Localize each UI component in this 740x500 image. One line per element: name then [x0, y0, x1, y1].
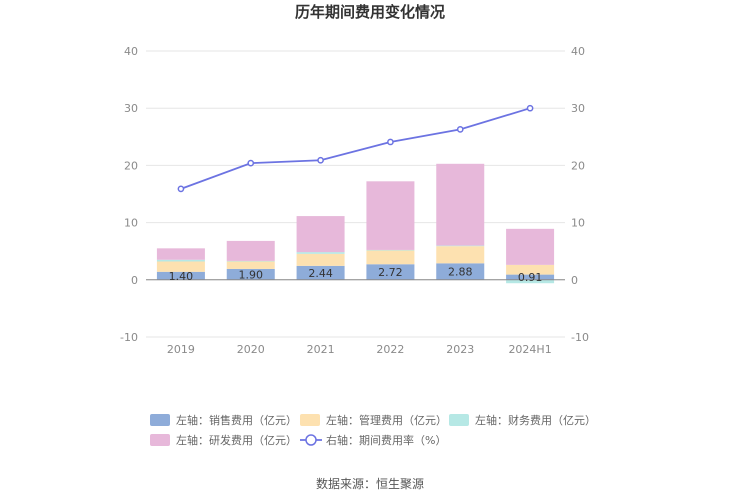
legend-swatch: [150, 434, 170, 446]
right-tick-label: 20: [571, 159, 585, 172]
bar-segment: [436, 263, 485, 280]
bar-segment: [506, 279, 555, 284]
legend-marker: [305, 434, 317, 446]
left-tick-label: 30: [124, 102, 138, 115]
left-tick-label: 40: [124, 45, 138, 58]
grid-lines: [146, 50, 565, 338]
x-tick-label: 2022: [376, 343, 404, 356]
legend-label: 右轴：期间费用率（%）: [326, 433, 446, 447]
ratio-point: [247, 159, 255, 167]
legend-label: 左轴：管理费用（亿元）: [326, 413, 447, 427]
expense-ratio-line: [177, 104, 534, 193]
bar-segment: [506, 228, 555, 265]
x-tick-label: 2021: [307, 343, 335, 356]
data-label: 1.90: [239, 268, 264, 281]
x-axis-ticks: 2019 2020 2021 2022 2023 2024H1: [167, 343, 552, 356]
right-tick-label: 0: [571, 274, 578, 287]
ratio-point: [456, 126, 464, 133]
right-tick-label: 40: [571, 45, 585, 58]
bar-segment: [436, 246, 485, 264]
data-label: 0.91: [518, 271, 543, 284]
bar-segment: [226, 240, 275, 261]
data-labels: 1.40 1.90 2.44 2.72 2.88 0.91: [169, 266, 543, 285]
bar-segment: [296, 265, 345, 280]
bar-segment: [226, 260, 275, 262]
bar-segment: [156, 271, 205, 280]
left-tick-label: -10: [120, 331, 138, 344]
legend-swatch: [449, 414, 469, 426]
ratio-point: [526, 104, 534, 112]
chart-title: 历年期间费用变化情况: [295, 3, 445, 21]
bar-segment: [366, 264, 415, 280]
left-tick-label: 20: [124, 159, 138, 172]
right-tick-label: 10: [571, 217, 585, 230]
legend-label: 左轴：财务费用（亿元）: [475, 413, 596, 427]
right-axis-ticks: -10 0 10 20 30 40: [571, 45, 589, 344]
bar-segment: [226, 268, 275, 280]
data-label: 2.88: [448, 266, 473, 279]
ratio-point: [317, 156, 324, 164]
bar-segment: [366, 181, 415, 250]
left-tick-label: 0: [131, 274, 138, 287]
data-source: 数据来源：恒生聚源: [316, 476, 424, 491]
bar-segment: [296, 253, 345, 266]
x-tick-label: 2024H1: [508, 343, 551, 356]
x-tick-label: 2019: [167, 343, 195, 356]
x-tick-label: 2020: [237, 343, 265, 356]
right-tick-label: 30: [571, 102, 585, 115]
right-tick-label: -10: [571, 331, 589, 344]
left-axis-ticks: -10 0 10 20 30 40: [120, 45, 138, 344]
data-label: 1.40: [169, 270, 194, 283]
bar-segment: [436, 163, 485, 246]
bar-segment: [296, 216, 345, 253]
data-label: 2.44: [308, 267, 333, 280]
legend-swatch: [150, 414, 170, 426]
bar-segment: [156, 261, 205, 272]
bar-segment: [226, 261, 275, 269]
bar-segment: [156, 259, 205, 262]
ratio-line-path: [180, 107, 531, 190]
data-label: 2.72: [378, 266, 403, 279]
bar-segment: [436, 245, 485, 247]
legend-label: 左轴：销售费用（亿元）: [176, 413, 297, 427]
bar-segment: [366, 249, 415, 251]
legend: 左轴：销售费用（亿元） 左轴：管理费用（亿元） 左轴：财务费用（亿元） 左轴：研发费用…: [150, 413, 596, 447]
bar-segment: [366, 250, 415, 265]
bar-segment: [506, 264, 555, 275]
legend-swatch: [300, 414, 320, 426]
x-tick-label: 2023: [446, 343, 474, 356]
bar-segment: [296, 252, 345, 254]
bar-segment: [156, 248, 205, 260]
bar-series: [156, 163, 555, 284]
legend-label: 左轴：研发费用（亿元）: [176, 433, 297, 447]
left-tick-label: 10: [124, 217, 138, 230]
bar-segment: [506, 274, 555, 280]
ratio-point: [387, 138, 394, 146]
ratio-point: [177, 185, 185, 193]
